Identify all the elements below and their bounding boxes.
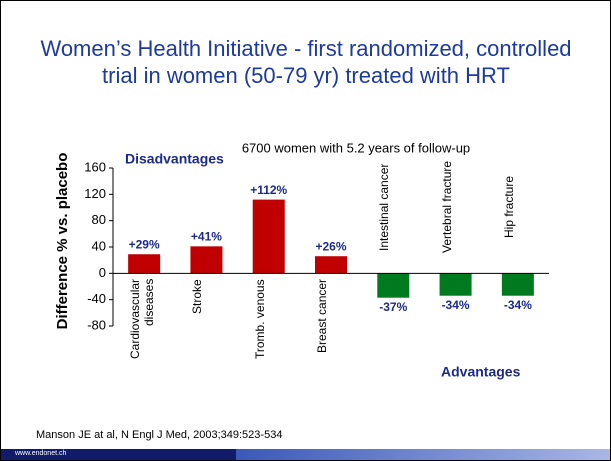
y-tick-label: 160 bbox=[84, 159, 106, 174]
bar bbox=[315, 256, 347, 274]
y-tick-label: 40 bbox=[92, 238, 106, 253]
bar bbox=[252, 199, 285, 274]
x-tick-label: Hip fracture bbox=[501, 176, 516, 239]
x-tick-label: Tromb. venous bbox=[252, 279, 267, 359]
value-label: +41% bbox=[191, 230, 222, 244]
value-label: +29% bbox=[129, 237, 160, 251]
value-label: -34% bbox=[504, 298, 532, 312]
value-label: +112% bbox=[250, 183, 287, 197]
y-tick-label: 80 bbox=[92, 212, 106, 227]
y-tick-label: 0 bbox=[99, 265, 106, 280]
site-url: www.endonet.ch bbox=[15, 450, 67, 457]
value-label: -37% bbox=[379, 300, 407, 314]
citation: Manson JE at al, N Engl J Med, 2003;349:… bbox=[36, 429, 283, 441]
y-tick-label: 120 bbox=[84, 186, 106, 201]
y-axis-label: Difference % vs. placebo bbox=[54, 153, 71, 330]
value-label: +26% bbox=[315, 239, 346, 253]
slide-title: Women’s Health Initiative - first random… bbox=[40, 36, 572, 88]
annotation: Advantages bbox=[441, 364, 521, 380]
x-tick-label: Breast cancer bbox=[315, 279, 329, 354]
x-tick-label: Cardiovascular diseases bbox=[128, 279, 157, 360]
x-tick-label: Intestinal cancer bbox=[377, 163, 392, 252]
bar bbox=[377, 273, 410, 298]
x-tick-label: Vertebral fracture bbox=[439, 161, 454, 254]
y-tick-label: -80 bbox=[87, 317, 106, 332]
x-tick-label: Stroke bbox=[190, 279, 205, 315]
value-label: -34% bbox=[442, 298, 470, 312]
annotation: Disadvantages bbox=[125, 151, 224, 167]
bar bbox=[501, 273, 534, 296]
footer-bar bbox=[1, 449, 610, 460]
subtitle: 6700 women with 5.2 years of follow-up bbox=[242, 140, 470, 155]
bar bbox=[439, 273, 472, 296]
bar bbox=[128, 254, 161, 274]
bar bbox=[190, 246, 223, 274]
y-tick-label: -40 bbox=[87, 291, 106, 306]
